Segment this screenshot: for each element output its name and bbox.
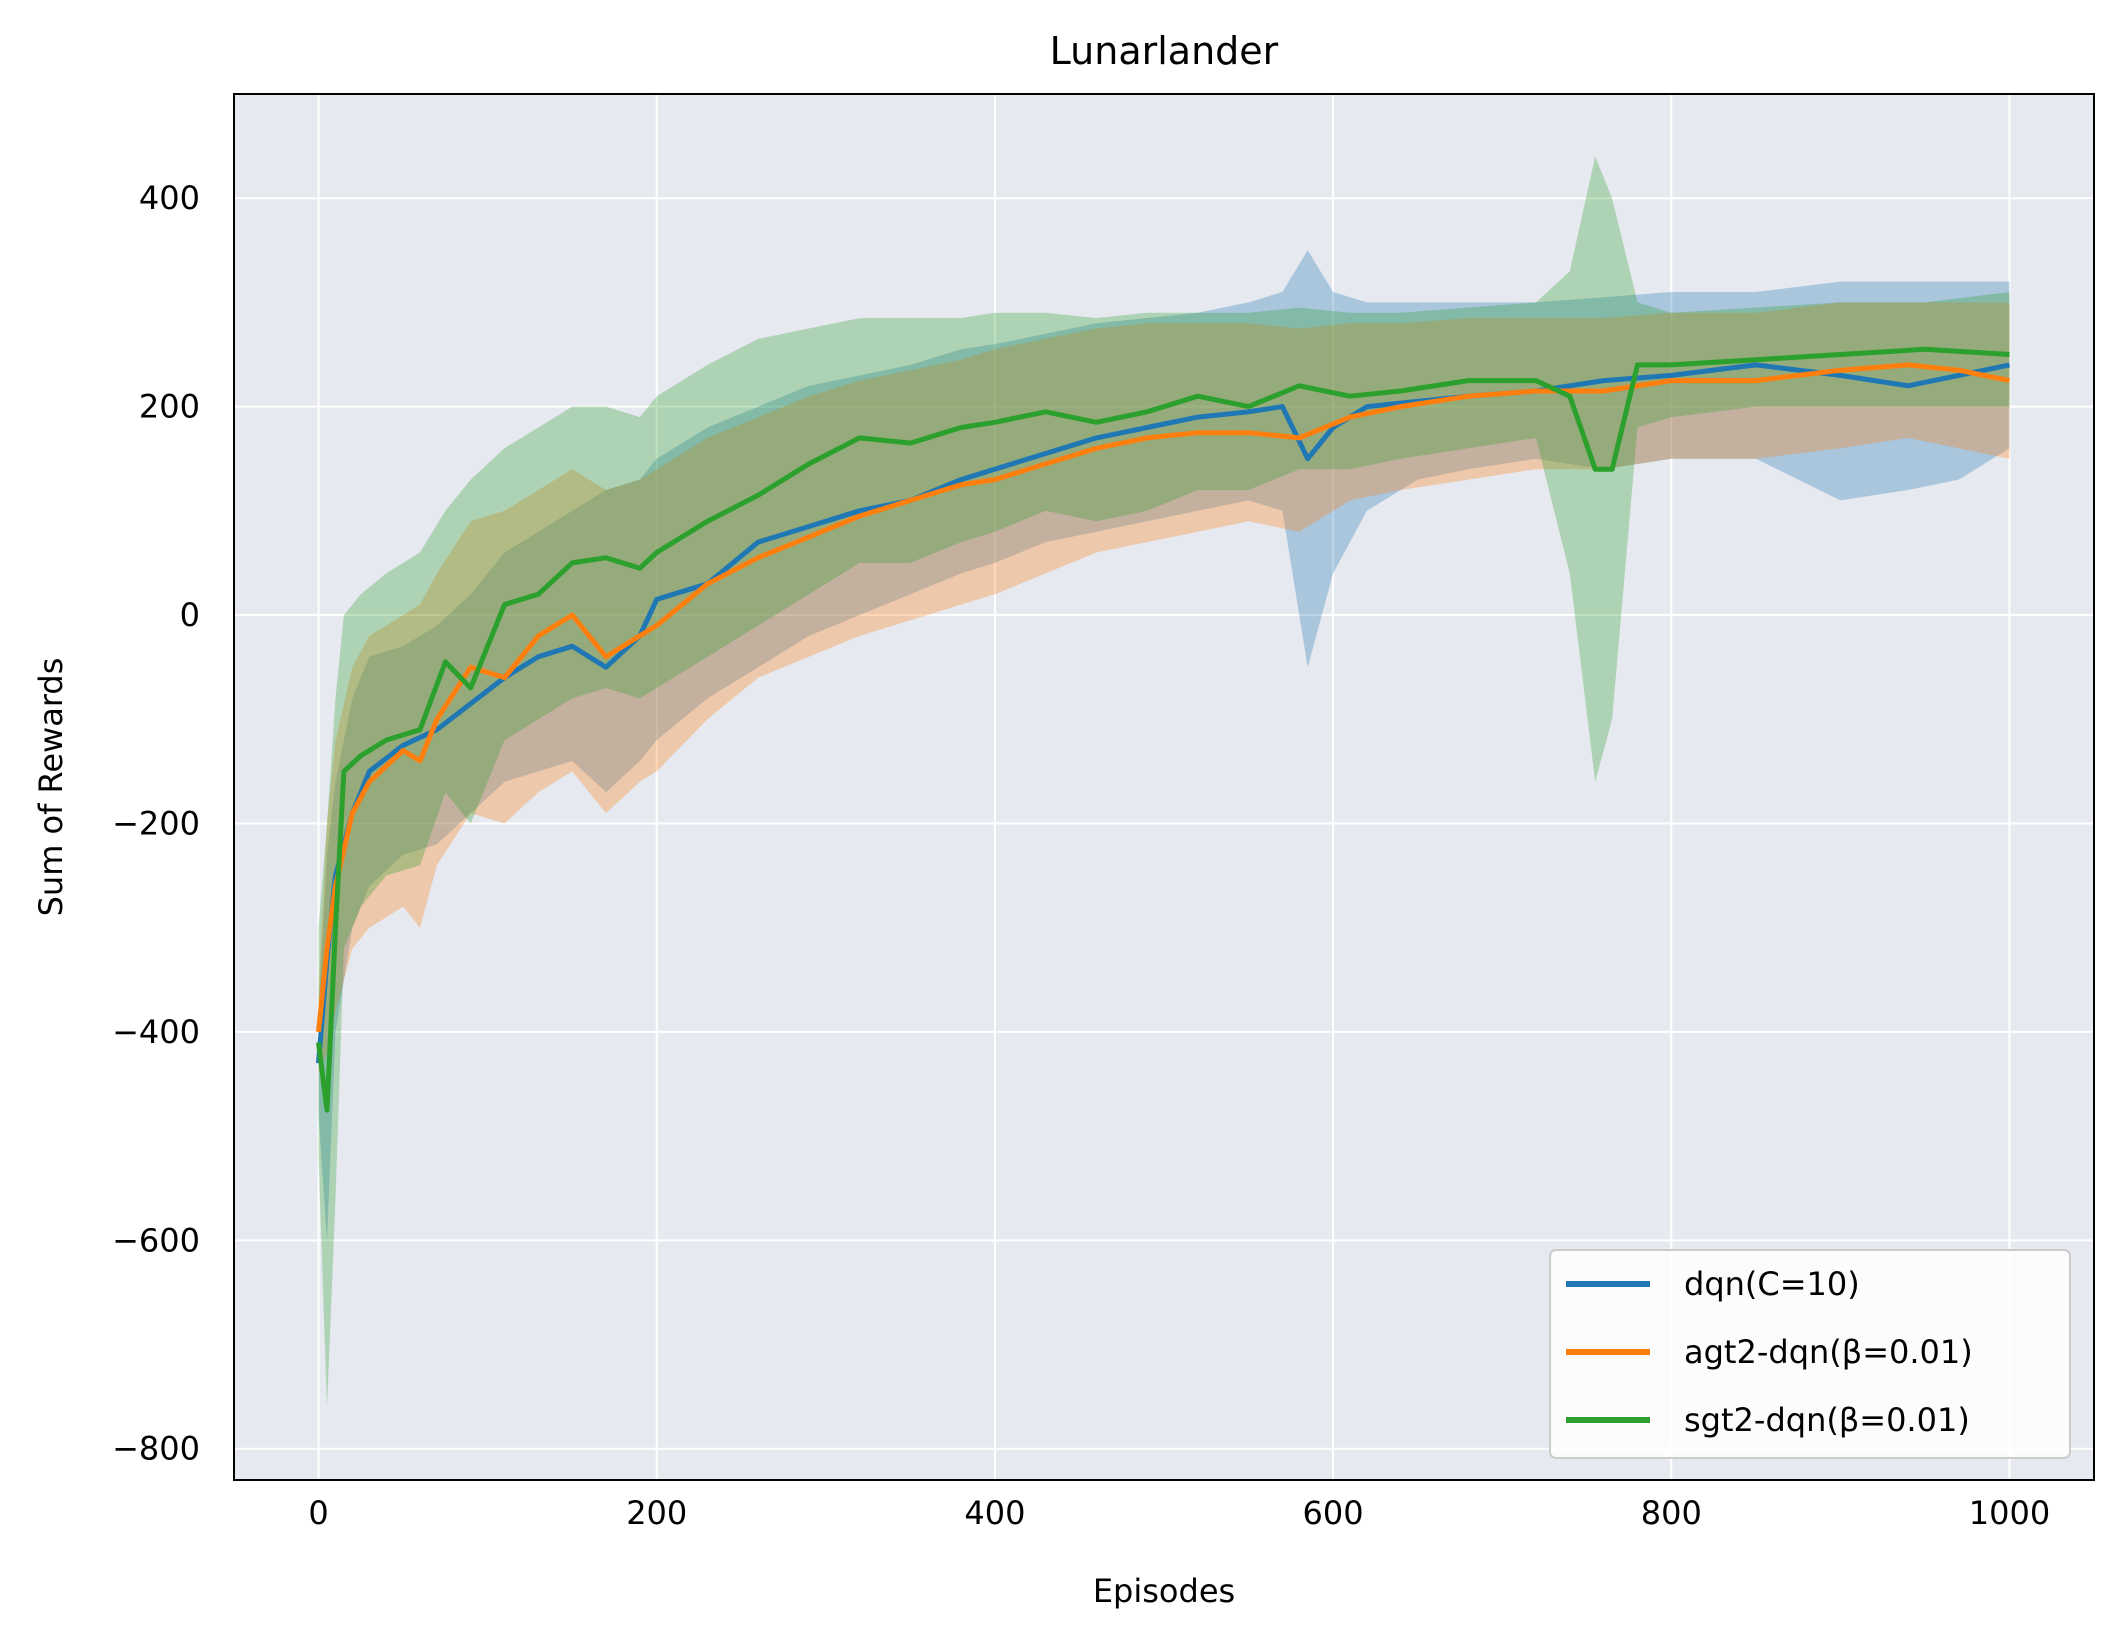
chart-title: Lunarlander (1050, 29, 1279, 73)
series-line-2 (316, 346, 2010, 1113)
x-tick-label: 600 (1303, 1494, 1364, 1532)
x-tick-label: 800 (1641, 1494, 1702, 1532)
series-band-2 (318, 156, 2010, 1408)
series-line-0 (316, 362, 2011, 1064)
series-lines (316, 346, 2011, 1113)
x-tick-label: 1000 (1969, 1494, 2050, 1532)
x-axis-label: Episodes (1093, 1572, 1235, 1610)
series-band-1 (318, 302, 2010, 1074)
legend-label-0: dqn(C=10) (1684, 1265, 1860, 1303)
plot-frame (233, 93, 2095, 1481)
y-tick-label: −800 (112, 1430, 200, 1468)
y-tick-label: −600 (112, 1221, 200, 1259)
ticks: 0 200 400 600 800 1000 400 200 0 −200 −400 −600 −800 (112, 179, 2050, 1532)
x-tick-label: 400 (964, 1494, 1025, 1532)
y-tick-label: 400 (139, 179, 200, 217)
y-tick-label: −200 (112, 804, 200, 842)
legend-box (1549, 1249, 2071, 1459)
x-tick-label: 0 (308, 1494, 328, 1532)
x-tick-label: 200 (626, 1494, 687, 1532)
legend-label-2: sgt2-dqn(β=0.01) (1684, 1401, 1970, 1439)
series-line-1 (316, 362, 2011, 1033)
legend-label-1: agt2-dqn(β=0.01) (1684, 1333, 1973, 1371)
y-tick-label: −400 (112, 1013, 200, 1051)
y-axis-label: Sum of Rewards (32, 658, 70, 917)
series-band-0 (318, 250, 2010, 1241)
y-tick-label: 0 (180, 596, 200, 634)
grid (234, 94, 2094, 1480)
confidence-bands (318, 156, 2010, 1408)
legend: dqn(C=10) agt2-dqn(β=0.01) sgt2-dqn(β=0.01… (1549, 1249, 2071, 1459)
y-tick-label: 200 (139, 388, 200, 426)
